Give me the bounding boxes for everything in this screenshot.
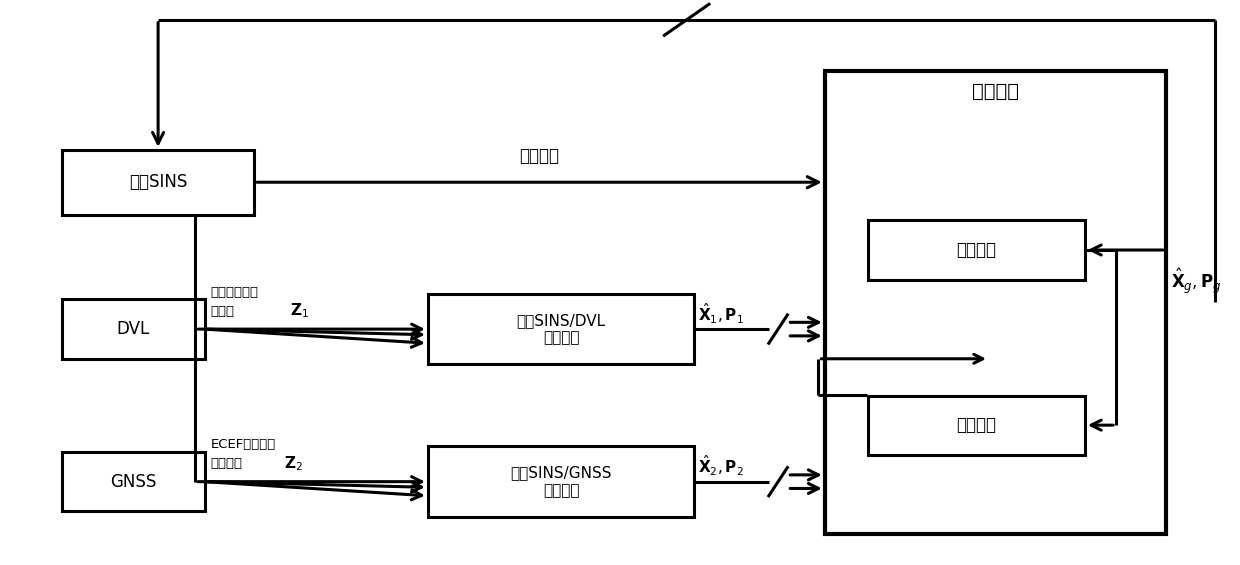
Bar — [62, 150, 254, 215]
Bar — [868, 220, 1085, 280]
Bar — [62, 452, 205, 511]
Text: 量测量: 量测量 — [211, 305, 234, 318]
Text: GNSS: GNSS — [110, 473, 156, 490]
Text: 格网SINS/DVL
子滤波器: 格网SINS/DVL 子滤波器 — [517, 313, 605, 345]
Bar — [868, 396, 1085, 455]
Bar — [428, 446, 694, 517]
Bar — [428, 294, 694, 364]
Bar — [825, 71, 1166, 534]
Text: $\mathbf{Z}_2$: $\mathbf{Z}_2$ — [284, 454, 303, 473]
Text: 息量测量: 息量测量 — [211, 457, 243, 470]
Text: 主滤波器: 主滤波器 — [972, 82, 1018, 101]
Text: 最优融合: 最优融合 — [956, 416, 997, 434]
Text: 导航信息: 导航信息 — [520, 147, 559, 165]
Text: DVL: DVL — [117, 320, 150, 338]
Text: ECEF系位置信: ECEF系位置信 — [211, 438, 277, 451]
Bar — [62, 299, 205, 359]
Text: 格网速度信息: 格网速度信息 — [211, 286, 259, 299]
Text: $\mathbf{Z}_1$: $\mathbf{Z}_1$ — [290, 302, 309, 320]
Text: 格网SINS: 格网SINS — [129, 173, 187, 191]
Text: 时间更新: 时间更新 — [956, 241, 997, 259]
Text: $\hat{\mathbf{X}}_1,\mathbf{P}_1$: $\hat{\mathbf{X}}_1,\mathbf{P}_1$ — [698, 301, 744, 325]
Text: $\hat{\mathbf{X}}_g,\mathbf{P}_g$: $\hat{\mathbf{X}}_g,\mathbf{P}_g$ — [1171, 266, 1221, 295]
Text: $\hat{\mathbf{X}}_2,\mathbf{P}_2$: $\hat{\mathbf{X}}_2,\mathbf{P}_2$ — [698, 454, 744, 478]
Text: 格网SINS/GNSS
子滤波器: 格网SINS/GNSS 子滤波器 — [511, 466, 611, 498]
